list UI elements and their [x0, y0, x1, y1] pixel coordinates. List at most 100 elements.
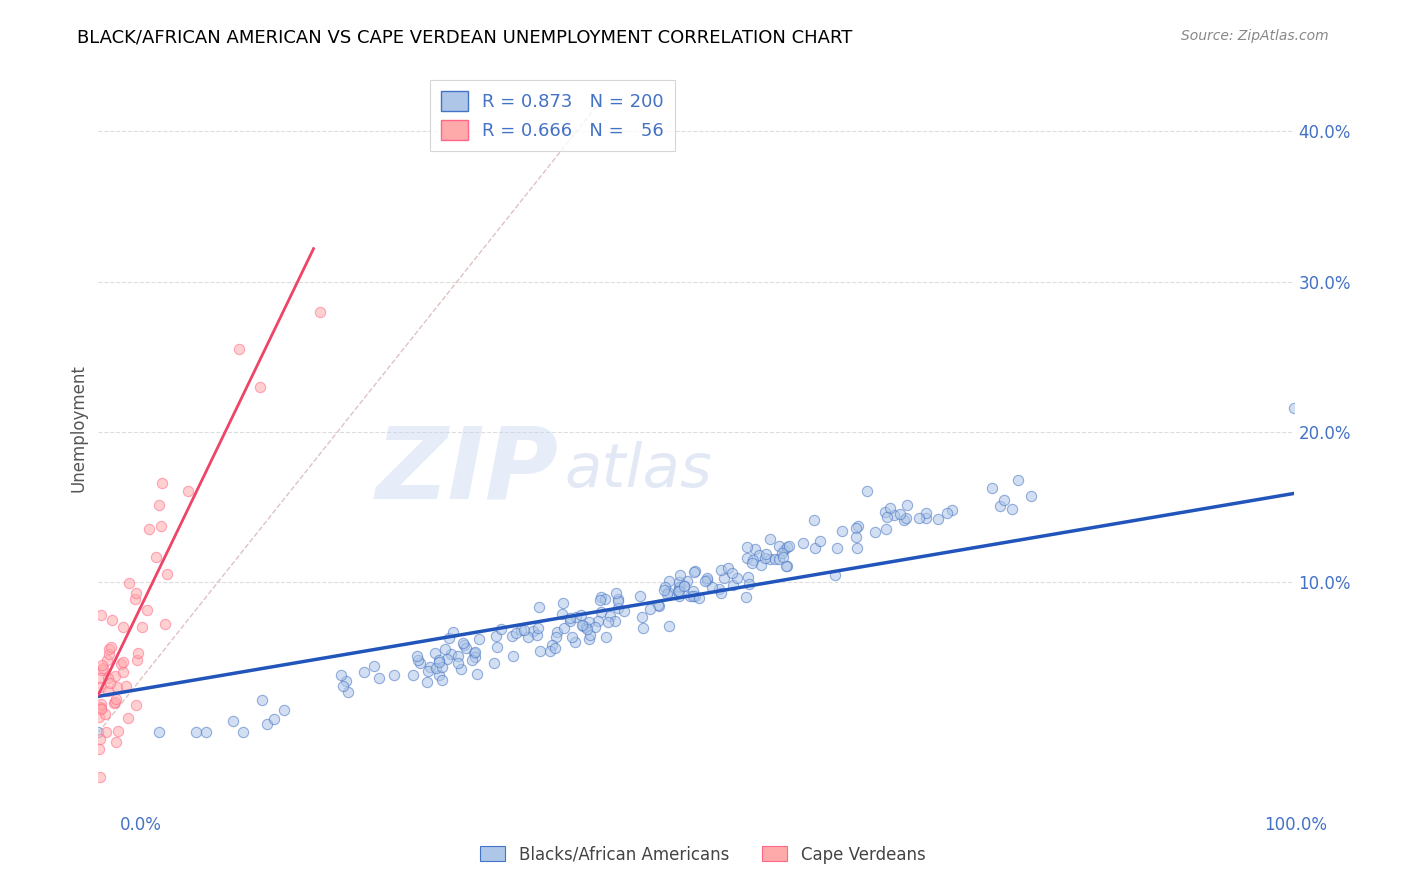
Point — [873, 505, 896, 519]
Text: ZIP: ZIP — [375, 423, 558, 519]
Point — [104, 692, 127, 706]
Point — [603, 615, 626, 629]
Point — [657, 587, 679, 601]
Point — [153, 617, 176, 632]
Point — [127, 646, 149, 660]
Point — [502, 648, 524, 663]
Point — [631, 621, 654, 635]
Point — [482, 657, 505, 671]
Point — [186, 725, 208, 739]
Point — [263, 712, 285, 726]
Point — [683, 564, 706, 578]
Point — [1007, 473, 1029, 487]
Point — [803, 513, 825, 527]
Point — [94, 707, 117, 722]
Point — [485, 640, 508, 654]
Point — [672, 579, 695, 593]
Point — [1001, 502, 1024, 516]
Point — [613, 603, 636, 617]
Point — [89, 771, 111, 785]
Point — [630, 609, 652, 624]
Point — [330, 667, 353, 681]
Point — [194, 725, 217, 739]
Point — [308, 304, 330, 318]
Point — [591, 605, 613, 619]
Point — [605, 586, 627, 600]
Point — [575, 622, 598, 636]
Point — [436, 652, 458, 666]
Point — [658, 574, 681, 589]
Point — [741, 556, 763, 570]
Point — [1282, 401, 1305, 416]
Point — [749, 558, 772, 572]
Point — [742, 552, 765, 566]
Text: BLACK/AFRICAN AMERICAN VS CAPE VERDEAN UNEMPLOYMENT CORRELATION CHART: BLACK/AFRICAN AMERICAN VS CAPE VERDEAN U… — [77, 29, 852, 46]
Point — [90, 702, 112, 716]
Point — [501, 629, 523, 643]
Point — [776, 540, 799, 554]
Point — [595, 591, 617, 606]
Point — [527, 600, 550, 615]
Point — [98, 641, 121, 656]
Point — [560, 611, 582, 625]
Point — [768, 539, 790, 553]
Point — [101, 613, 124, 627]
Point — [569, 608, 592, 623]
Point — [124, 591, 146, 606]
Point — [423, 646, 446, 660]
Point — [222, 714, 245, 728]
Point — [402, 668, 425, 682]
Point — [673, 579, 696, 593]
Point — [337, 684, 360, 698]
Point — [124, 698, 146, 712]
Point — [429, 655, 451, 669]
Point — [148, 499, 170, 513]
Point — [792, 536, 814, 550]
Point — [467, 632, 489, 646]
Point — [107, 724, 129, 739]
Point — [688, 591, 710, 605]
Point — [744, 541, 766, 556]
Point — [607, 601, 630, 615]
Point — [138, 523, 160, 537]
Point — [125, 585, 148, 599]
Point — [863, 524, 886, 539]
Point — [97, 671, 120, 685]
Point — [332, 679, 354, 693]
Point — [772, 543, 794, 558]
Point — [628, 590, 651, 604]
Point — [748, 548, 770, 562]
Point — [893, 513, 915, 527]
Point — [451, 636, 474, 650]
Legend: R = 0.873   N = 200, R = 0.666   N =   56: R = 0.873 N = 200, R = 0.666 N = 56 — [430, 80, 675, 151]
Point — [98, 647, 121, 661]
Point — [668, 580, 690, 594]
Point — [574, 620, 596, 634]
Point — [505, 626, 527, 640]
Point — [112, 620, 135, 634]
Point — [825, 541, 848, 555]
Point — [846, 541, 869, 556]
Point — [87, 725, 110, 739]
Point — [87, 709, 110, 723]
Point — [675, 574, 697, 588]
Point — [776, 558, 799, 573]
Point — [589, 593, 612, 607]
Point — [419, 660, 441, 674]
Point — [526, 628, 548, 642]
Point — [710, 585, 733, 599]
Point — [98, 676, 121, 690]
Point — [441, 624, 464, 639]
Point — [775, 558, 797, 573]
Point — [135, 603, 157, 617]
Point — [936, 507, 959, 521]
Point — [177, 483, 200, 498]
Point — [408, 653, 430, 667]
Text: Source: ZipAtlas.com: Source: ZipAtlas.com — [1181, 29, 1329, 43]
Point — [558, 614, 581, 628]
Point — [513, 623, 536, 637]
Point — [589, 590, 612, 604]
Point — [759, 552, 782, 566]
Point — [104, 669, 127, 683]
Point — [526, 621, 548, 635]
